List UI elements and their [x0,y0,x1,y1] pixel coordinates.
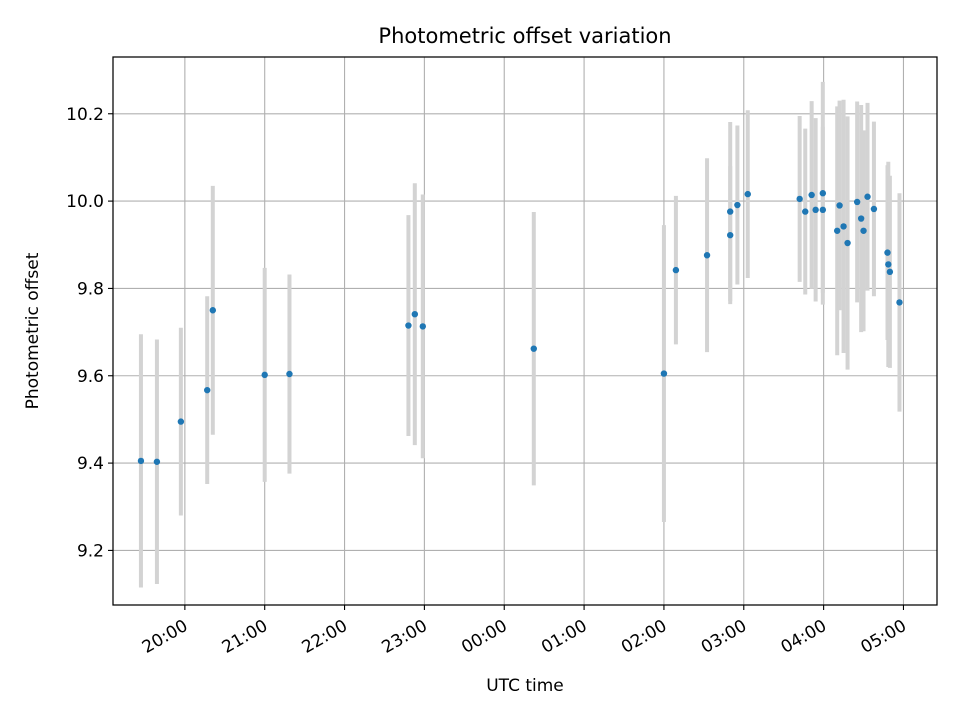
data-point [137,457,145,465]
data-point [833,227,841,234]
data-point [870,205,878,213]
data-point [261,371,268,379]
data-point [727,231,734,239]
y-tick-label: 9.2 [77,541,104,561]
data-point [844,239,851,247]
data-point [840,223,847,230]
data-point [884,249,891,256]
y-tick-label: 10.0 [66,192,104,212]
data-point [419,323,426,330]
data-point [885,261,892,268]
data-point [411,310,419,318]
data-point [204,386,211,394]
data-point [808,191,815,199]
y-tick-label: 10.2 [66,105,104,125]
data-point [886,268,894,276]
data-point [209,307,217,314]
data-point [853,198,861,206]
data-point [703,252,711,259]
chart-title: Photometric offset variation [378,24,671,48]
data-point [819,190,827,197]
data-point [286,370,293,378]
data-point [153,458,161,465]
data-point [660,370,668,377]
x-axis-title: UTC time [486,676,564,696]
data-point [812,206,819,214]
data-point [896,299,903,306]
y-axis-title: Photometric offset [23,252,43,409]
data-point [177,418,185,425]
grid [113,57,937,605]
data-point [857,215,865,222]
y-tick-label: 9.6 [77,367,104,387]
data-point [860,227,867,234]
data-points [137,190,903,465]
data-point [796,195,803,203]
y-tick-label: 9.8 [77,279,104,299]
data-point [744,190,751,198]
data-point [734,201,741,209]
data-point [836,202,843,209]
data-point [405,322,412,329]
plot-frame [112,56,938,606]
data-point [864,193,871,200]
data-point [530,345,537,352]
data-point [672,266,680,274]
data-point [727,208,734,215]
y-tick-label: 9.4 [77,454,104,474]
data-point [802,208,809,215]
data-point [819,206,827,214]
